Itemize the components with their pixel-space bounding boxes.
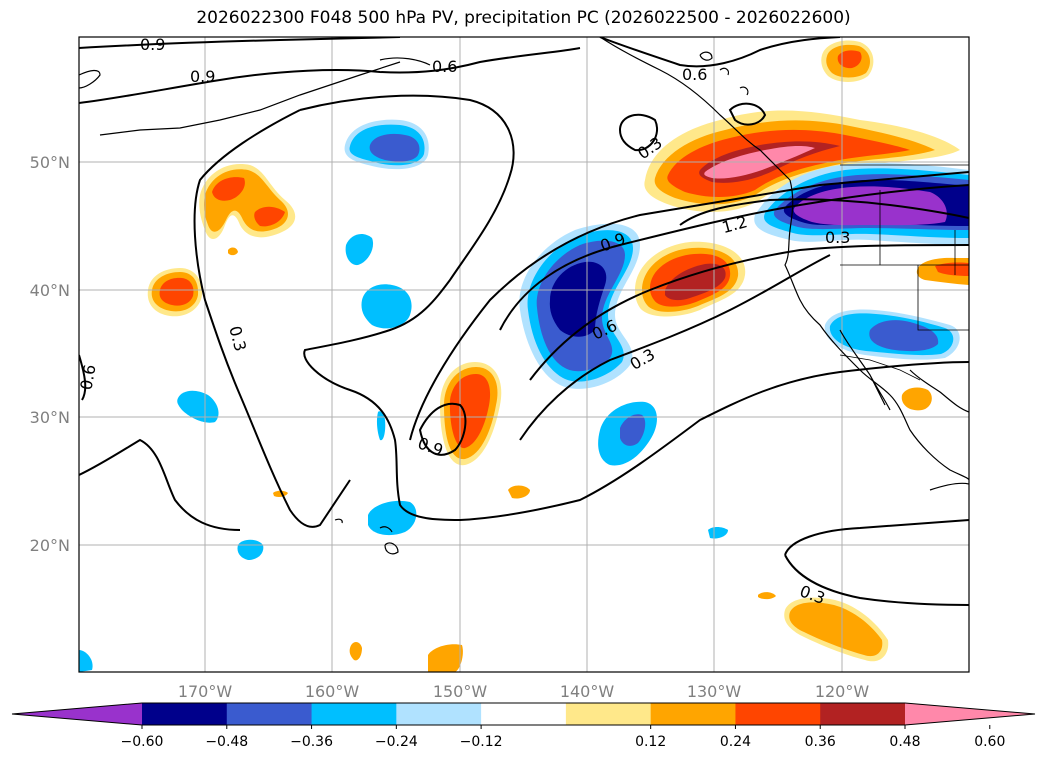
colorbar-tick-label: 0.60 (974, 734, 1005, 750)
precip-positive-west-pacific-mid (159, 277, 194, 306)
pv-label-0-6-b: 0.6 (682, 65, 707, 84)
colorbar-tick-label: −0.12 (460, 734, 503, 750)
pv-contour-0-6-east (79, 354, 87, 401)
colorbar-tick-label: 0.48 (889, 734, 920, 750)
pv-contour-small-loop (728, 102, 767, 126)
coastline-hawaii (334, 518, 399, 555)
colorbar-segment (311, 703, 397, 725)
precip-negative-small-152w (376, 411, 386, 441)
precip-positive-small-east-pacific-light (789, 602, 883, 657)
precip-positive-small-mexico (901, 387, 932, 411)
precip-shading (79, 40, 969, 672)
coastline-north-america (784, 179, 969, 481)
coastline-canada-islands (699, 51, 749, 96)
pv-contours (79, 37, 969, 606)
pv-contour-0-9-second (79, 47, 581, 104)
colorbar-tick-label: 0.12 (635, 734, 666, 750)
colorbar-segment (481, 703, 567, 725)
colorbar-segment (565, 703, 652, 725)
pv-contour-0-9-loop (418, 402, 467, 456)
precip-positive-small-150w-south (428, 644, 463, 672)
precip-negative-central-pacific-strong (549, 261, 607, 337)
precip-positive-central-pacific-east-strong (665, 263, 726, 301)
pv-contour-jet-0-3 (529, 244, 969, 381)
pv-label-0-6-c: 0.6 (76, 363, 99, 391)
colorbar-segment (142, 703, 228, 725)
precip-negative-small-157w (345, 234, 374, 266)
precip-negative-small-137w-mid (620, 414, 646, 446)
precip-negative-small-corner (79, 650, 93, 672)
precip-positive-small-165w (273, 490, 288, 497)
map-title: 2026022300 F048 500 hPa PV, precipitatio… (196, 8, 851, 28)
lon-label-120w: 120°W (815, 682, 870, 701)
pv-contour-0-3-southwest (79, 438, 241, 531)
colorbar-tick-label: 0.36 (805, 734, 836, 750)
coastline-gulf-of-california (909, 369, 969, 413)
precip-negative-small-170w (177, 390, 219, 423)
precip-positive-small-147w (508, 485, 530, 499)
lon-label-170w: 170°W (178, 682, 233, 701)
pv-contour-0-3-southeast (784, 519, 969, 606)
precip-negative-small-132w (708, 527, 728, 539)
colorbar-tick-label: −0.48 (205, 734, 248, 750)
lon-label-140w: 140°W (560, 682, 615, 701)
pv-contour-0-3-bc (618, 113, 658, 152)
precip-negative-california-extreme (793, 186, 947, 226)
coastlines (79, 37, 969, 555)
coastline-baja (839, 329, 891, 411)
coastline-mexico-south (929, 482, 969, 491)
colorbar-segment (820, 703, 906, 725)
longitude-labels: 170°W 160°W 150°W 140°W 130°W 120°W (178, 682, 870, 701)
colorbar-segment (226, 703, 313, 725)
border-states (840, 190, 969, 331)
pv-contour-0-9-north (79, 37, 401, 49)
precip-positive-small-168w (228, 247, 238, 256)
colorbar: −0.60 −0.48 −0.36 −0.24 −0.12 0.12 0.24 0.36 0.4… (11, 702, 1036, 750)
lat-label-30n: 30°N (30, 408, 70, 427)
lat-label-50n: 50°N (30, 153, 70, 172)
lon-label-150w: 150°W (433, 682, 488, 701)
precip-negative-baja-mid (869, 320, 939, 352)
colorbar-segment (396, 703, 482, 725)
precip-positive-small-124w (758, 592, 776, 600)
colorbar-extend-low (12, 703, 142, 725)
map-frame (78, 36, 970, 673)
border-us-mexico (839, 354, 921, 381)
precip-negative-north-pacific-mid (369, 133, 420, 162)
coastline-alaska-panhandle (599, 37, 791, 181)
colorbar-tick-label: 0.24 (720, 734, 751, 750)
precip-positive-aleutian-mid (212, 177, 285, 227)
colorbar-extend-high (905, 703, 1035, 725)
pv-contour-0-6-northeast (599, 37, 841, 68)
precip-positive-small-alaska-panhandle-mid (837, 50, 862, 69)
colorbar-tick-label: −0.60 (121, 734, 164, 750)
pv-contour-jet-0-6 (499, 184, 969, 331)
pv-contour-jet-south (519, 254, 831, 441)
lat-label-20n: 20°N (30, 536, 70, 555)
colorbar-segment (735, 703, 821, 725)
lon-label-160w: 160°W (305, 682, 360, 701)
lon-label-130w: 130°W (687, 682, 742, 701)
colorbar-tick-label: −0.36 (290, 734, 333, 750)
pv-label-0-9-b: 0.9 (190, 67, 215, 86)
pv-contour-0-3-west (193, 109, 351, 528)
colorbar-segment (650, 703, 736, 725)
pv-label-0-3-c: 0.3 (825, 228, 850, 247)
lat-label-40n: 40°N (30, 281, 70, 300)
precip-positive-small-157w-south (349, 642, 362, 661)
pv-contour-jet-1-2 (679, 198, 969, 226)
pv-label-0-9-a: 0.9 (140, 35, 165, 54)
coastline-alaska (79, 57, 431, 136)
precip-negative-small-155w (361, 284, 412, 329)
precip-positive-small-west-coast-mid (935, 262, 969, 276)
pv-contour-jet-0-9 (409, 171, 969, 441)
pv-label-0-6-a: 0.6 (432, 57, 457, 76)
latitude-labels: 50°N 40°N 30°N 20°N (30, 153, 70, 555)
pv-contour-0-3-loop (299, 94, 969, 522)
colorbar-tick-label: −0.24 (375, 734, 418, 750)
graticule (79, 37, 969, 672)
